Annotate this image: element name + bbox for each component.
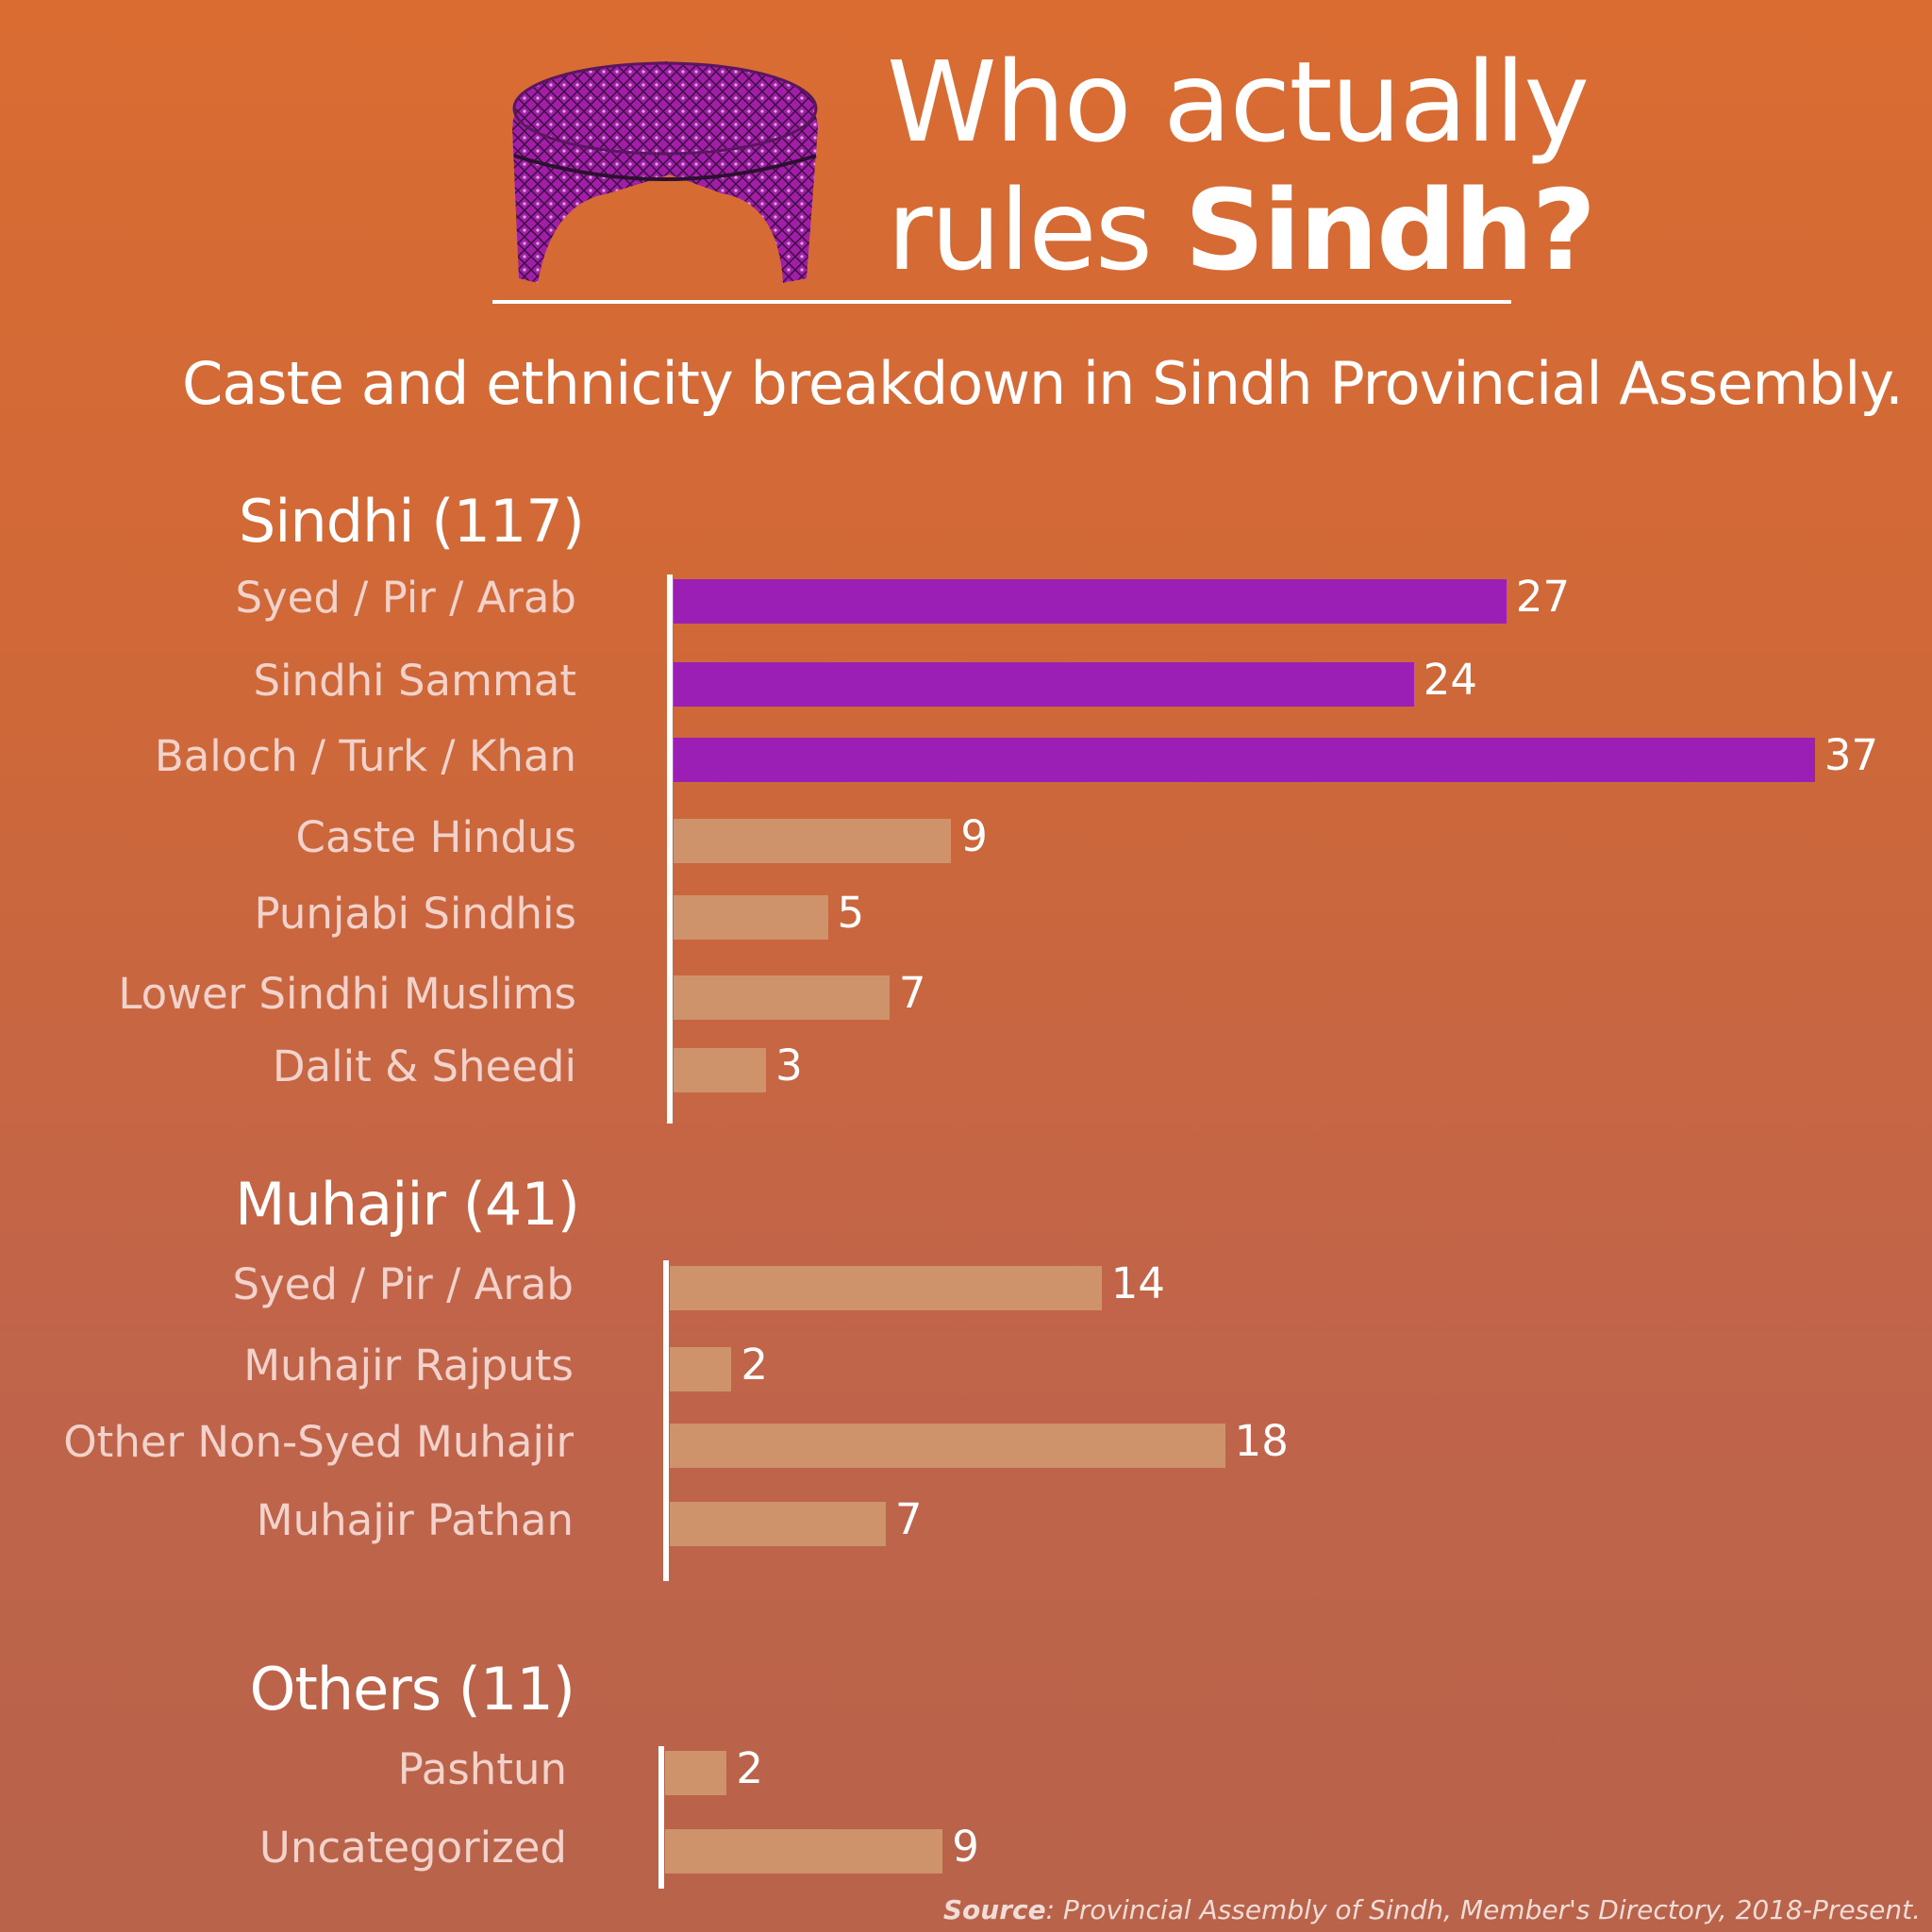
group-heading: Sindhi (117) bbox=[238, 487, 585, 556]
chart-title: Who actually rules Sindh? bbox=[887, 37, 1596, 295]
bar bbox=[670, 1347, 732, 1391]
category-label: Punjabi Sindhis bbox=[254, 889, 576, 939]
category-label: Muhajir Rajputs bbox=[243, 1341, 574, 1391]
group-axis-line bbox=[667, 575, 673, 1124]
value-label: 3 bbox=[775, 1041, 803, 1091]
source-note: Source: Provincial Assembly of Sindh, Me… bbox=[943, 1894, 1921, 1925]
title-line-2-bold: Sindh? bbox=[1184, 165, 1596, 295]
category-label: Dalit & Sheedi bbox=[272, 1041, 576, 1091]
value-label: 37 bbox=[1824, 730, 1879, 780]
value-label: 2 bbox=[741, 1340, 769, 1390]
category-label: Pashtun bbox=[397, 1744, 567, 1794]
title-line-1: Who actually bbox=[887, 37, 1590, 167]
bar bbox=[674, 662, 1414, 707]
category-label: Muhajir Pathan bbox=[256, 1495, 574, 1545]
category-label: Caste Hindus bbox=[295, 812, 576, 862]
value-label: 9 bbox=[960, 811, 988, 861]
value-label: 24 bbox=[1423, 655, 1478, 705]
bar bbox=[674, 895, 828, 940]
bar bbox=[674, 579, 1507, 624]
source-label: Source bbox=[942, 1894, 1046, 1925]
category-label: Syed / Pir / Arab bbox=[235, 573, 576, 623]
chart-subtitle: Caste and ethnicity breakdown in Sindh P… bbox=[182, 349, 1904, 418]
category-label: Other Non-Syed Muhajir bbox=[63, 1417, 574, 1467]
bar bbox=[670, 1424, 1225, 1468]
title-line-2: rules Sindh? bbox=[887, 165, 1596, 295]
title-divider bbox=[492, 300, 1511, 304]
bar bbox=[670, 1502, 886, 1546]
group-axis-line bbox=[658, 1746, 664, 1889]
bar bbox=[674, 1048, 767, 1092]
value-label: 2 bbox=[736, 1743, 764, 1793]
value-label: 27 bbox=[1515, 572, 1571, 622]
value-label: 7 bbox=[894, 1494, 923, 1544]
value-label: 9 bbox=[952, 1822, 979, 1872]
bar bbox=[665, 1829, 943, 1874]
bar bbox=[674, 819, 952, 863]
sindhi-cap-image bbox=[512, 61, 818, 283]
title-line-2-plain: rules bbox=[887, 165, 1185, 295]
bar bbox=[670, 1266, 1102, 1310]
category-label: Lower Sindhi Muslims bbox=[118, 969, 576, 1019]
group-axis-line bbox=[663, 1260, 669, 1581]
category-label: Syed / Pir / Arab bbox=[232, 1259, 574, 1309]
category-label: Baloch / Turk / Khan bbox=[154, 731, 576, 781]
value-label: 7 bbox=[898, 968, 926, 1018]
source-text: : Provincial Assembly of Sindh, Member's… bbox=[1045, 1894, 1921, 1925]
group-heading: Others (11) bbox=[249, 1655, 575, 1724]
category-label: Sindhi Sammat bbox=[253, 656, 576, 706]
bar bbox=[674, 975, 890, 1020]
bar bbox=[665, 1751, 727, 1795]
value-label: 14 bbox=[1110, 1258, 1166, 1308]
group-heading: Muhajir (41) bbox=[235, 1170, 580, 1239]
value-label: 5 bbox=[837, 888, 865, 938]
value-label: 18 bbox=[1234, 1416, 1289, 1466]
category-label: Uncategorized bbox=[258, 1823, 567, 1873]
bar bbox=[674, 738, 1815, 782]
